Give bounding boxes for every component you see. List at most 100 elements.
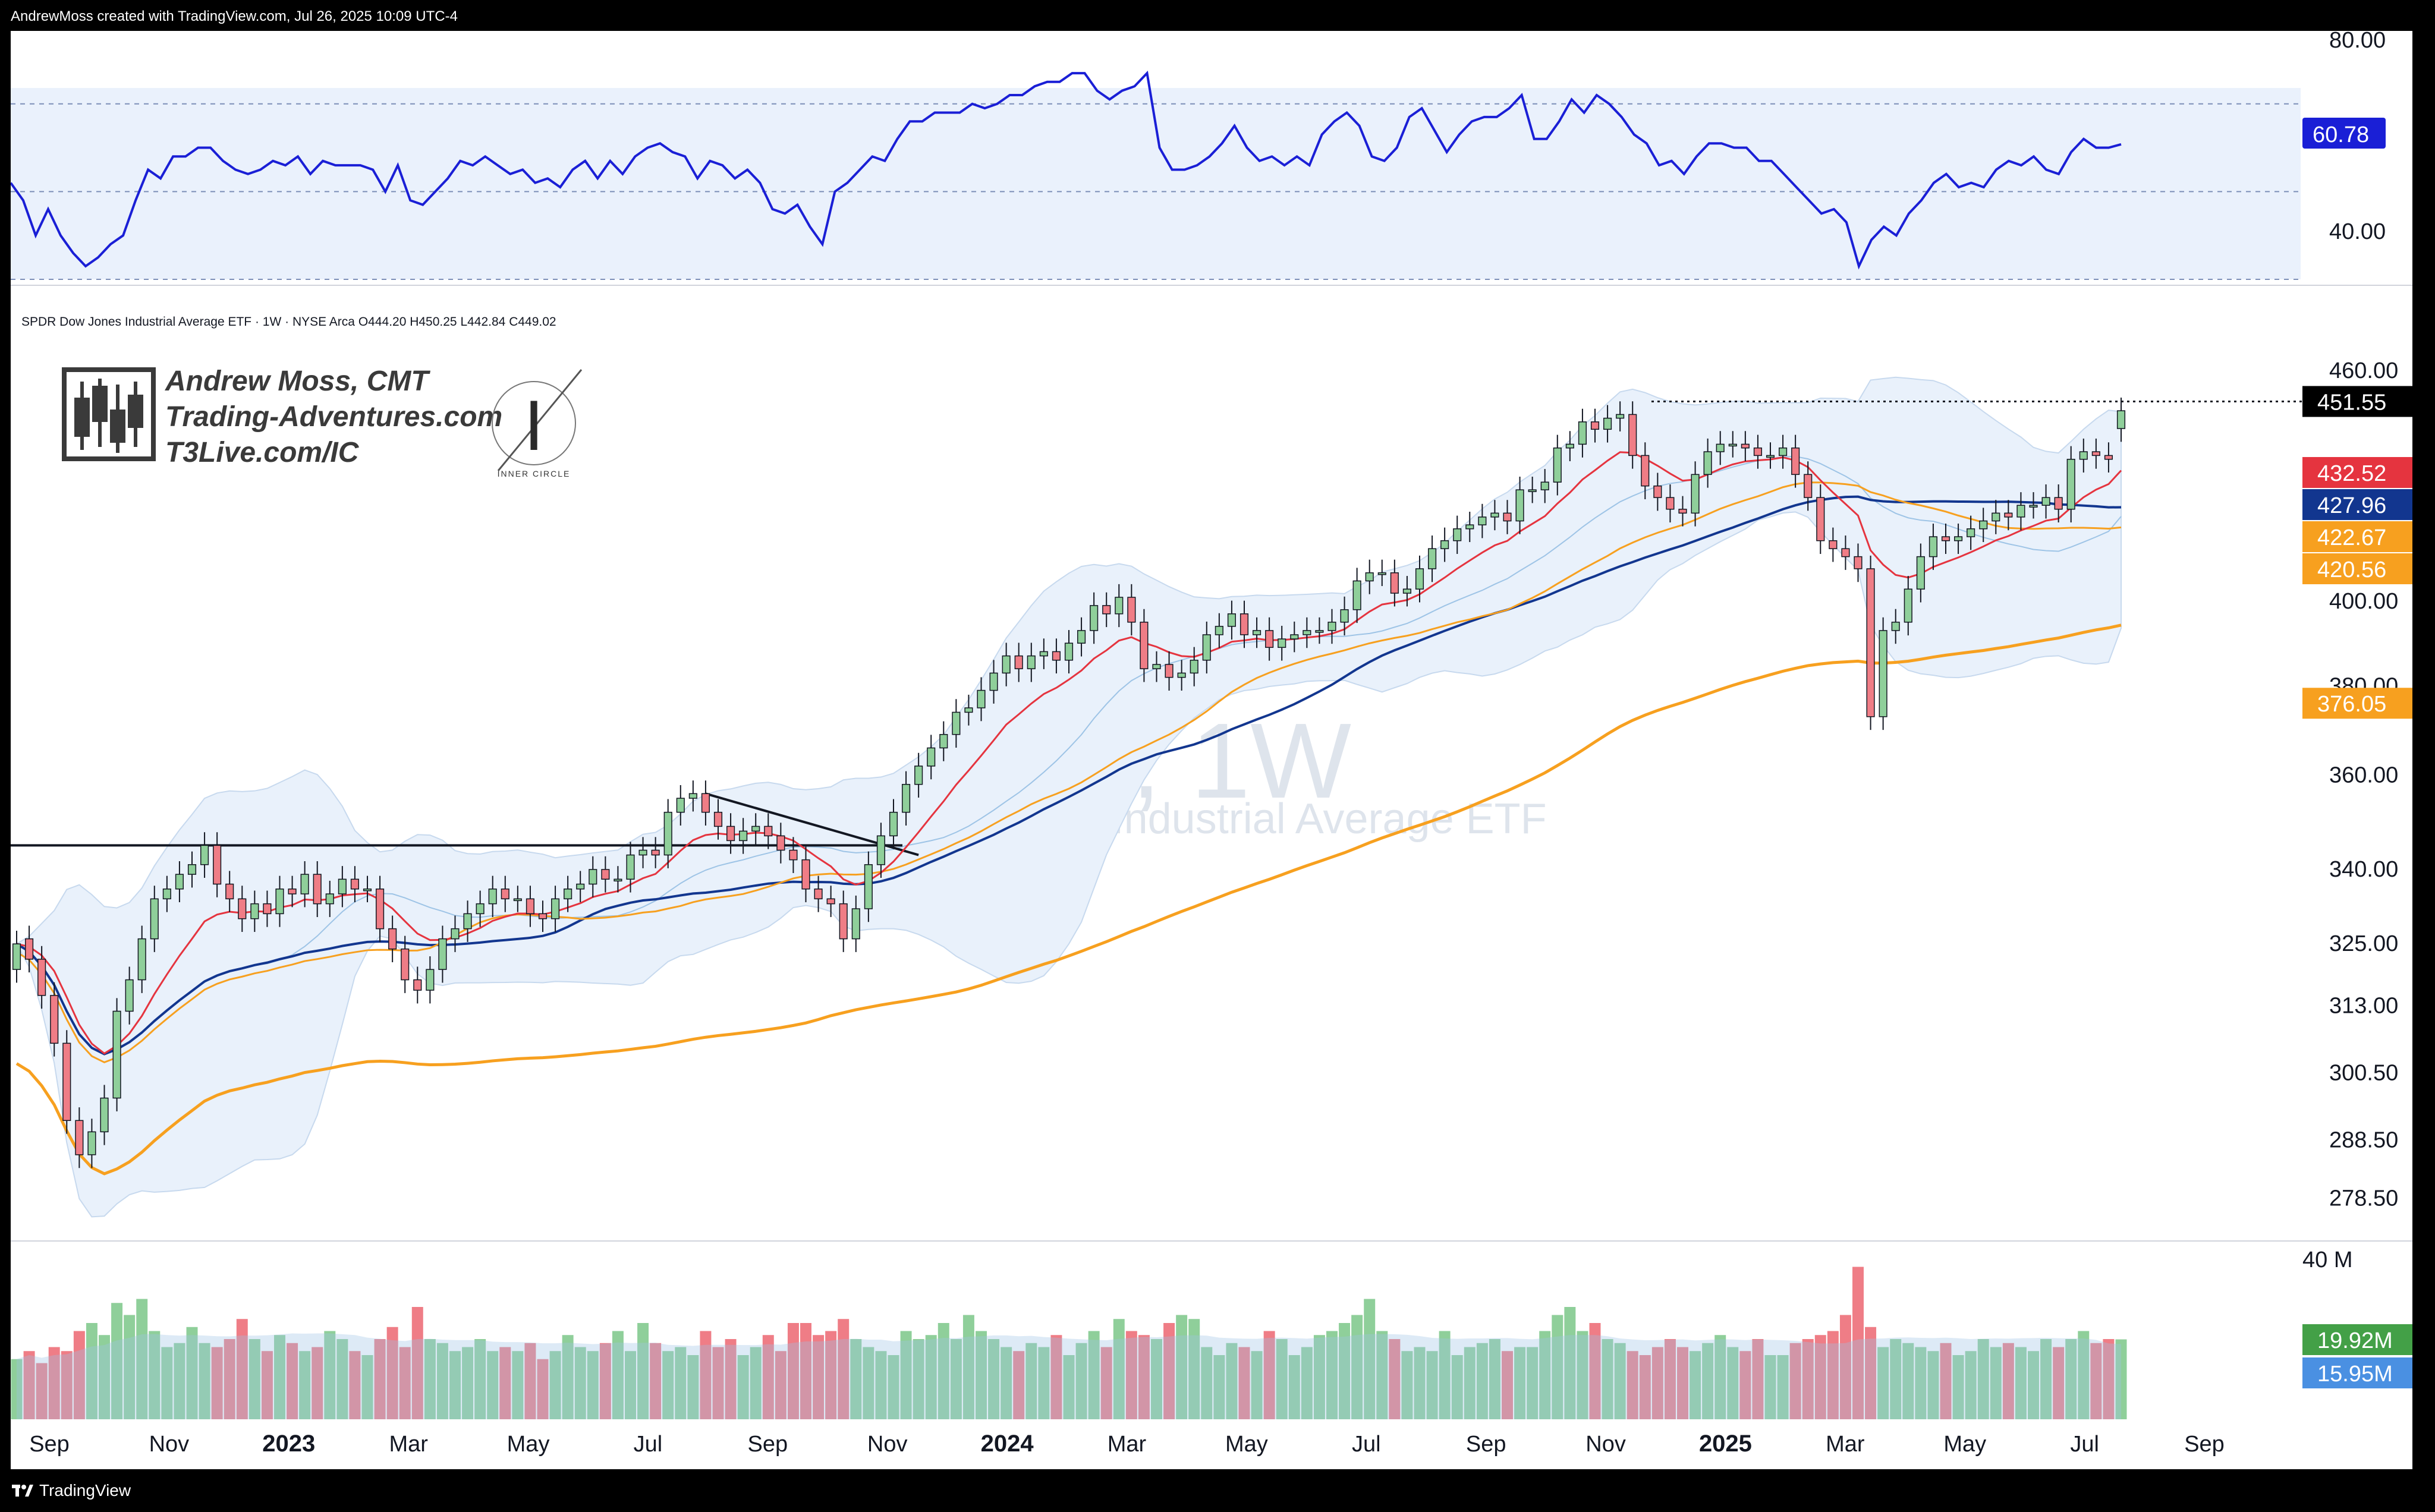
volume-bar bbox=[136, 1299, 148, 1419]
candle bbox=[1340, 596, 1349, 636]
chart-frame[interactable]: 80.00 40.00 60.78 SPDR Dow Jones Industr… bbox=[10, 28, 2412, 1469]
candle bbox=[564, 875, 572, 912]
volume-bar bbox=[261, 1351, 273, 1419]
price-tags: 451.55 432.52 427.96 422.67 420.56 376.05 bbox=[2302, 386, 2412, 719]
time-tick: May bbox=[507, 1432, 550, 1457]
candle bbox=[601, 856, 610, 893]
candle-body bbox=[438, 938, 447, 970]
candle-body bbox=[1152, 664, 1161, 669]
volume-pane[interactable]: 40 M 19.92M 15.95M bbox=[11, 1248, 2412, 1419]
volume-tag-box bbox=[2302, 1324, 2412, 1355]
candle bbox=[1390, 559, 1399, 607]
candle-body bbox=[876, 835, 886, 865]
candle-body bbox=[589, 869, 597, 885]
rsi-band bbox=[11, 88, 2301, 279]
candle bbox=[713, 799, 723, 840]
candle-body bbox=[2116, 410, 2126, 429]
candle bbox=[1891, 609, 1900, 644]
candle bbox=[1014, 642, 1023, 682]
candle-body bbox=[739, 830, 748, 842]
candle-body bbox=[1415, 568, 1424, 590]
candle-body bbox=[1879, 630, 1887, 717]
volume-bar bbox=[11, 1359, 23, 1419]
candle bbox=[150, 886, 159, 952]
candle-body bbox=[1077, 630, 1086, 644]
volume-bar bbox=[1113, 1319, 1125, 1419]
candle-body bbox=[1565, 443, 1574, 449]
volume-bar bbox=[1727, 1347, 1739, 1419]
volume-bar bbox=[1376, 1331, 1388, 1419]
candle bbox=[325, 880, 334, 917]
candle bbox=[1741, 431, 1750, 462]
volume-bar bbox=[1451, 1355, 1463, 1419]
candle-body bbox=[1841, 548, 1850, 557]
candle-body bbox=[1628, 414, 1637, 456]
candle bbox=[125, 966, 134, 1025]
volume-bar bbox=[1890, 1339, 1902, 1419]
candle-body bbox=[1278, 638, 1286, 648]
volume-bar bbox=[2040, 1339, 2052, 1419]
candle-body bbox=[388, 928, 397, 950]
candle-body bbox=[1904, 588, 1912, 623]
candle bbox=[1052, 638, 1061, 674]
candle bbox=[977, 677, 986, 722]
brand-line-1: Andrew Moss, CMT bbox=[165, 366, 430, 397]
volume-bar bbox=[1639, 1355, 1651, 1419]
candle bbox=[50, 982, 59, 1057]
candle-body bbox=[2029, 505, 2038, 508]
candle bbox=[263, 890, 272, 927]
brand-line-3: T3Live.com/IC bbox=[165, 437, 360, 468]
rsi-pane[interactable]: 80.00 40.00 60.78 bbox=[10, 28, 2386, 280]
candle-body bbox=[701, 793, 710, 813]
candle-body bbox=[25, 938, 34, 960]
candle-body bbox=[927, 747, 936, 767]
volume-bar bbox=[850, 1339, 862, 1419]
candle-body bbox=[313, 874, 322, 905]
candle-body bbox=[1992, 512, 2000, 522]
candle bbox=[663, 799, 672, 868]
candle-body bbox=[325, 893, 334, 905]
candle-body bbox=[801, 859, 810, 890]
chart-canvas[interactable]: 80.00 40.00 60.78 SPDR Dow Jones Industr… bbox=[10, 28, 2412, 1469]
volume-bar bbox=[287, 1343, 298, 1419]
candle bbox=[1641, 442, 1650, 499]
candle-body bbox=[851, 908, 860, 940]
candle bbox=[1352, 568, 1361, 623]
candle-body bbox=[1340, 609, 1349, 623]
candle-body bbox=[1039, 651, 1048, 657]
volume-bar bbox=[1201, 1347, 1213, 1419]
candle bbox=[238, 886, 247, 933]
volume-bar bbox=[99, 1335, 110, 1419]
candle bbox=[1415, 555, 1424, 603]
time-axis[interactable]: Sep Nov 2023 Mar May Jul Sep Nov 2024 Mar May Jul Se… bbox=[29, 1431, 2225, 1457]
candle bbox=[538, 900, 548, 933]
rsi-current-tag bbox=[2302, 118, 2386, 149]
price-pane[interactable]: 460.00400.00380.00360.00340.00325.00313.… bbox=[11, 358, 2412, 1218]
volume-bar bbox=[725, 1339, 737, 1419]
volume-bar bbox=[474, 1339, 486, 1419]
volume-bar bbox=[1589, 1323, 1601, 1419]
volume-bar bbox=[1364, 1299, 1376, 1419]
candle bbox=[100, 1085, 109, 1145]
symbol-legend: SPDR Dow Jones Industrial Average ETF · … bbox=[21, 315, 556, 329]
volume-bar bbox=[1476, 1343, 1488, 1419]
volume-bar bbox=[1664, 1339, 1676, 1419]
volume-bar bbox=[386, 1327, 398, 1419]
candle bbox=[902, 771, 911, 826]
rsi-tick-80: 80.00 bbox=[2329, 31, 2386, 53]
candle bbox=[1027, 642, 1036, 682]
sma-blue-line bbox=[15, 495, 2122, 1056]
volume-bar bbox=[1389, 1339, 1401, 1419]
candle-body bbox=[1753, 447, 1763, 456]
candle bbox=[413, 966, 422, 1004]
volume-bar bbox=[1677, 1347, 1688, 1419]
price-tick: 288.50 bbox=[2329, 1128, 2398, 1153]
volume-bar bbox=[399, 1347, 411, 1419]
volume-bar bbox=[1075, 1343, 1087, 1419]
volume-bar bbox=[1777, 1355, 1789, 1419]
candle bbox=[801, 846, 810, 903]
tradingview-logo-icon bbox=[12, 1485, 33, 1497]
candle bbox=[1616, 401, 1625, 431]
volume-tag-text: 15.95M bbox=[2317, 1362, 2393, 1387]
price-tick: 400.00 bbox=[2329, 589, 2398, 614]
